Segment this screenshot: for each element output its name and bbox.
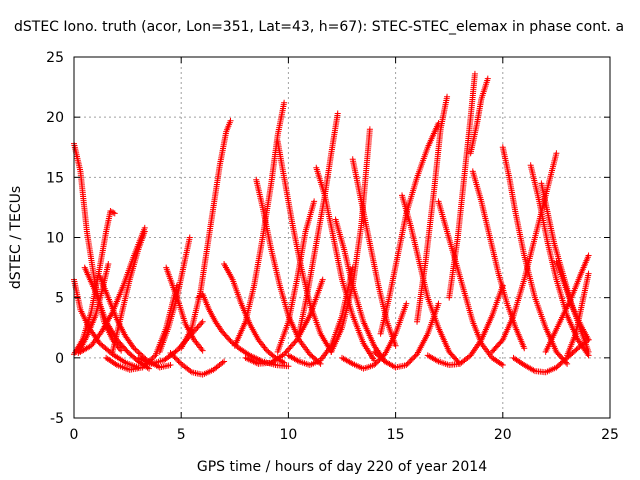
data-arc	[332, 216, 388, 365]
data-point-markers	[564, 270, 592, 359]
data-arc	[71, 140, 125, 354]
x-axis-label: GPS time / hours of day 220 of year 2014	[197, 459, 487, 475]
data-arc	[242, 276, 326, 367]
data-point-markers	[467, 75, 491, 157]
data-arc	[274, 198, 318, 355]
data-arc	[564, 270, 592, 359]
data-arc	[96, 273, 174, 371]
x-tick-label: 20	[494, 427, 512, 443]
y-axis-ticks: -5 0 5 10 15 20 25	[46, 50, 610, 427]
data-arc	[414, 93, 451, 325]
data-arc	[377, 120, 442, 337]
y-axis-label: dSTEC / TECUs	[8, 186, 24, 289]
data-point-markers	[71, 140, 125, 354]
data-point-markers	[96, 273, 174, 371]
x-tick-label: 15	[387, 427, 405, 443]
data-point-markers	[274, 198, 318, 355]
data-point-markers	[527, 162, 592, 359]
data-point-markers	[469, 168, 528, 352]
data-point-markers	[167, 350, 228, 378]
data-arc	[467, 75, 491, 157]
data-point-markers	[109, 228, 148, 355]
data-point-markers	[499, 144, 571, 367]
data-points	[71, 70, 592, 378]
x-tick-label: 0	[70, 427, 79, 443]
data-arc	[542, 252, 592, 355]
y-tick-label: 0	[55, 351, 64, 367]
data-point-markers	[349, 156, 399, 349]
data-arc	[499, 144, 571, 367]
data-point-markers	[178, 117, 234, 352]
data-arc	[109, 228, 148, 355]
data-arc	[349, 156, 399, 349]
data-point-markers	[156, 234, 193, 355]
data-arc	[527, 162, 592, 359]
data-point-markers	[253, 176, 324, 367]
data-arc	[81, 264, 153, 372]
data-point-markers	[81, 264, 153, 372]
data-point-markers	[242, 276, 326, 367]
data-arc	[253, 176, 324, 367]
x-tick-label: 25	[601, 427, 619, 443]
data-point-markers	[332, 216, 388, 365]
data-arc	[231, 99, 288, 349]
data-arc	[296, 110, 341, 337]
data-arc	[178, 117, 234, 352]
data-point-markers	[296, 110, 341, 337]
y-tick-label: 15	[46, 170, 64, 186]
x-tick-label: 5	[177, 427, 186, 443]
y-tick-label: -5	[50, 411, 64, 427]
data-point-markers	[542, 252, 592, 355]
data-arc	[469, 168, 528, 352]
data-point-markers	[414, 93, 451, 325]
x-axis-ticks: 0 5 10 15 20 25	[70, 57, 619, 443]
data-arc	[446, 70, 478, 301]
data-point-markers	[377, 120, 442, 337]
chart-title: dSTEC Iono. truth (acor, Lon=351, Lat=43…	[14, 19, 625, 35]
x-tick-label: 10	[279, 427, 297, 443]
y-tick-label: 20	[46, 110, 64, 126]
data-point-markers	[231, 99, 288, 349]
y-tick-label: 10	[46, 231, 64, 247]
y-tick-label: 5	[55, 291, 64, 307]
data-arc	[156, 234, 193, 355]
y-tick-label: 25	[46, 50, 64, 66]
data-point-markers	[446, 70, 478, 301]
data-arc	[167, 350, 228, 378]
